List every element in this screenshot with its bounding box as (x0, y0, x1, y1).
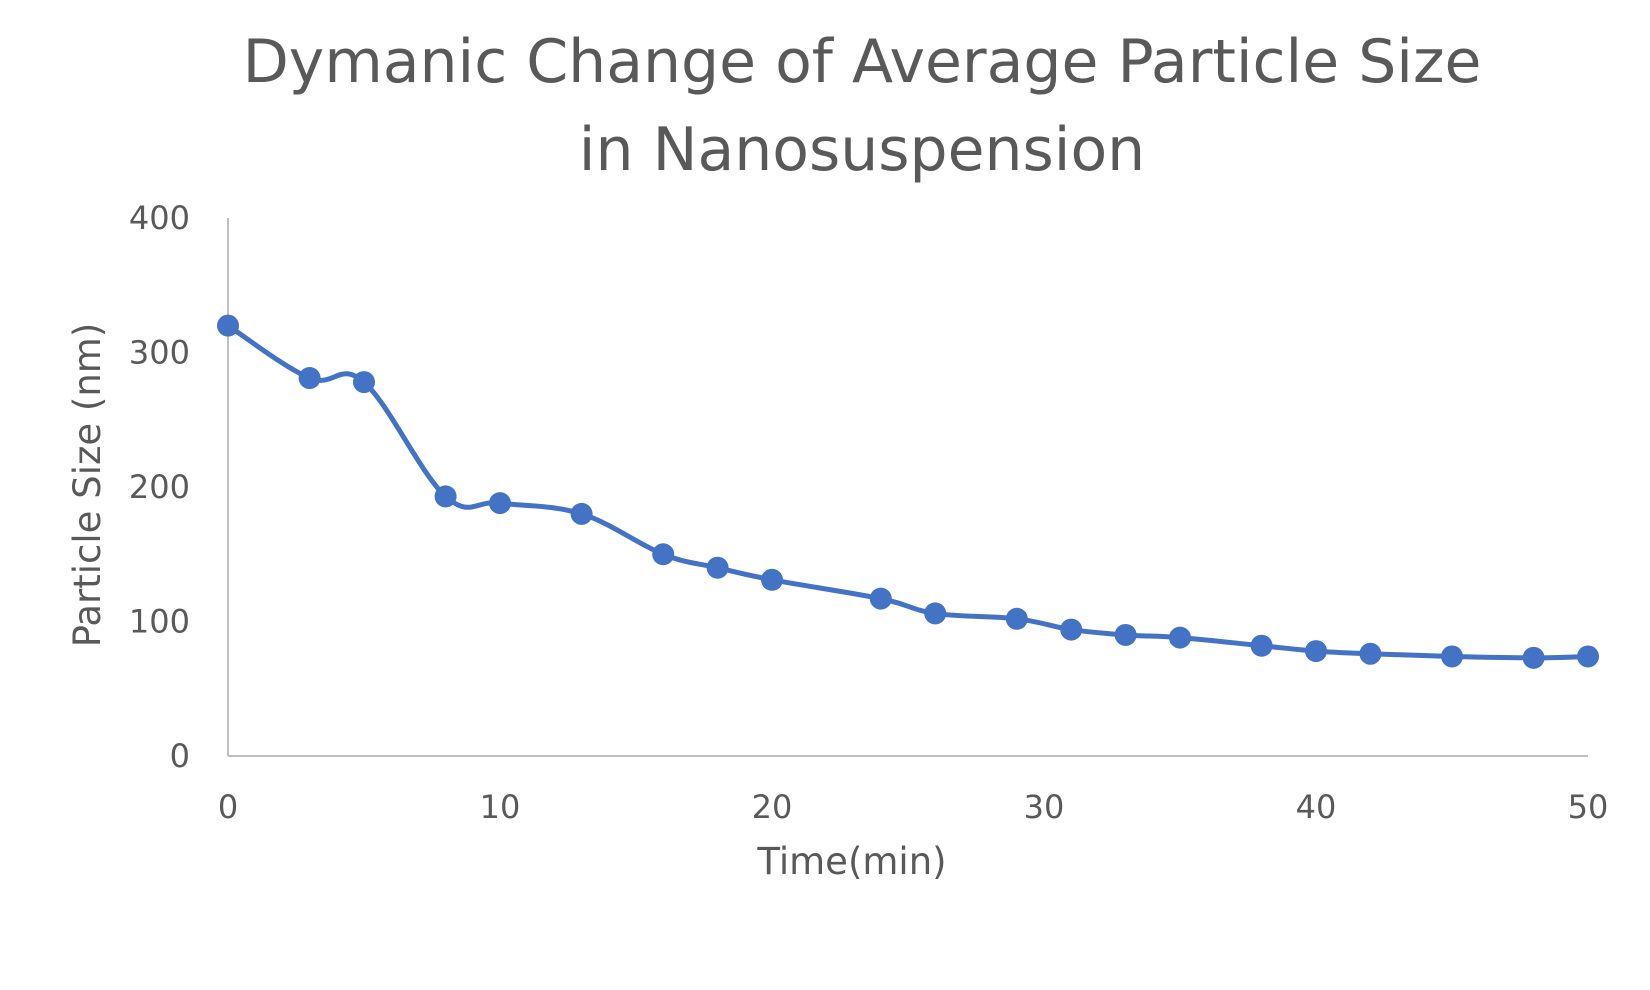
data-point (1250, 634, 1273, 657)
data-point (924, 602, 947, 625)
data-point (1359, 642, 1382, 665)
data-point (1441, 645, 1463, 668)
data-point (298, 367, 321, 390)
data-point (217, 314, 239, 337)
y-axis-ticks: 0 100 200 300 400 (129, 199, 190, 775)
data-point (1305, 640, 1327, 663)
series-layer (217, 314, 1599, 669)
data-point (1060, 618, 1083, 641)
x-axis-title: Time(min) (756, 840, 946, 883)
x-tick-label: 40 (1296, 788, 1337, 826)
data-point (706, 556, 729, 579)
data-point (869, 587, 892, 610)
data-point (1169, 626, 1191, 649)
data-point (434, 485, 457, 508)
x-tick-label: 10 (480, 788, 521, 826)
chart-title-line-2: in Nanosuspension (579, 115, 1145, 185)
data-point (570, 502, 593, 525)
data-point (1522, 646, 1545, 669)
x-tick-label: 20 (752, 788, 793, 826)
data-point (1577, 645, 1599, 668)
data-point (1005, 607, 1028, 630)
x-axis-ticks: 0 10 20 30 40 50 (218, 788, 1609, 826)
y-tick-label: 0 (170, 737, 190, 775)
x-tick-label: 30 (1024, 788, 1065, 826)
data-point (1114, 623, 1137, 646)
data-point (761, 568, 783, 591)
y-tick-label: 100 (129, 603, 190, 641)
y-tick-label: 200 (129, 468, 190, 506)
data-point (489, 492, 511, 515)
data-point (353, 371, 375, 394)
chart-title-line-1: Dymanic Change of Average Particle Size (243, 27, 1482, 97)
x-tick-label: 50 (1568, 788, 1609, 826)
y-tick-label: 300 (129, 334, 190, 372)
data-point (652, 543, 675, 566)
y-axis-title: Particle Size (nm) (66, 323, 109, 648)
x-tick-label: 0 (218, 788, 238, 826)
y-tick-label: 400 (129, 199, 190, 237)
